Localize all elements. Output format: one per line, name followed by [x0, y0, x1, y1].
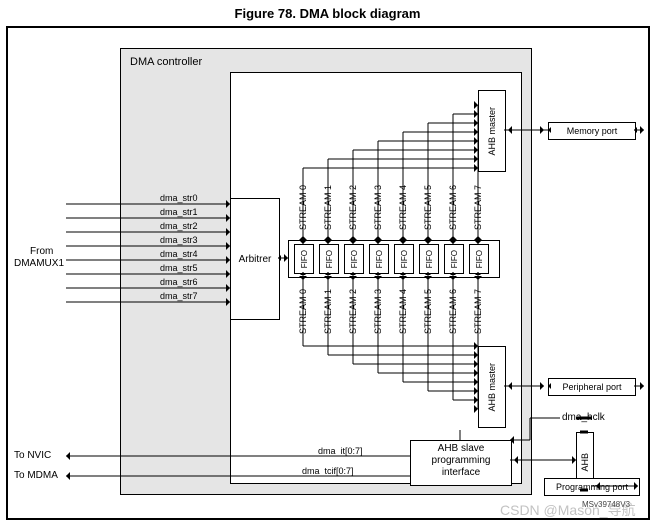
wiring-svg — [0, 0, 655, 525]
